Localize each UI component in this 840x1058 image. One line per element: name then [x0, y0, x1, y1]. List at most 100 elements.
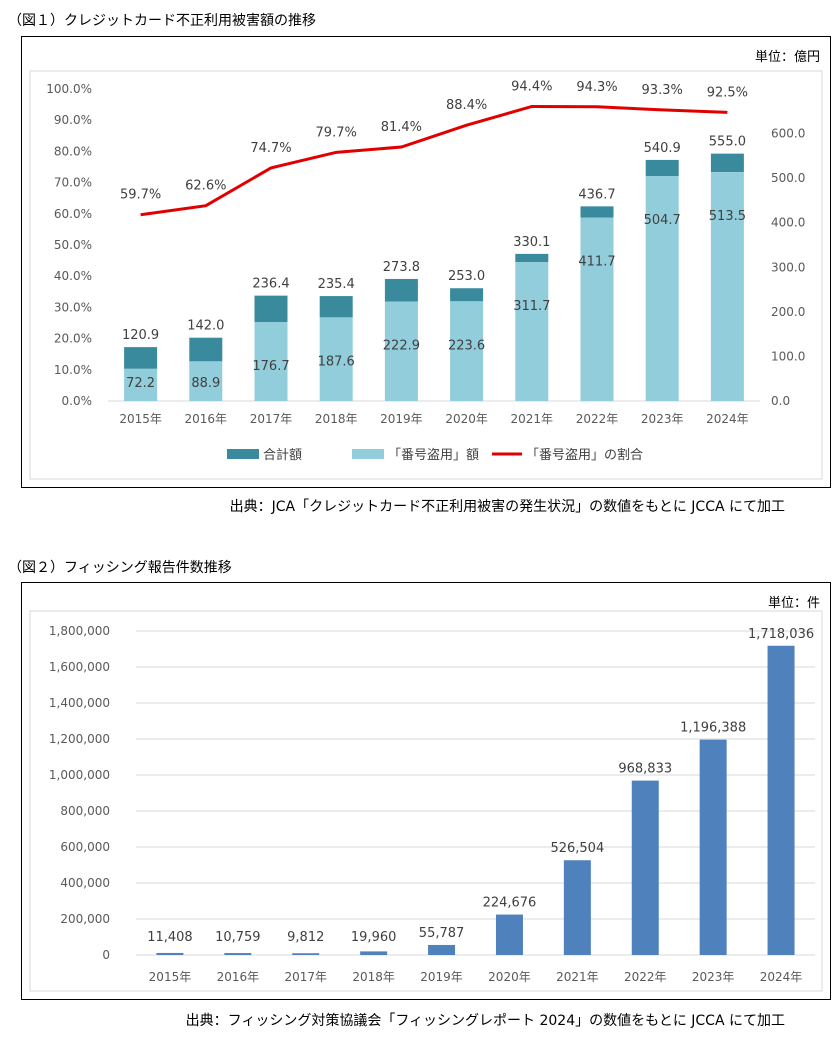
x-axis-tick: 2020年	[445, 412, 488, 426]
total-bar	[384, 278, 418, 302]
report-value-label: 968,833	[618, 762, 672, 777]
total-bar	[124, 347, 158, 369]
left-axis-tick: 90.0%	[54, 113, 92, 127]
report-bar	[495, 914, 523, 955]
x-axis-tick: 2021年	[511, 412, 554, 426]
total-bar	[319, 296, 353, 318]
theft-value-label: 504.7	[644, 213, 681, 228]
theft-value-label: 223.6	[448, 338, 485, 353]
left-axis-tick: 30.0%	[54, 300, 92, 314]
figure1-frame: 単位：億円 0.0% 10.0% 20.0% 30.0% 40.0% 50.0% 60.0%…	[21, 36, 831, 488]
theft-bar	[319, 317, 353, 401]
ratio-value-label: 74.7%	[250, 141, 291, 156]
x-axis-tick: 2019年	[420, 970, 463, 984]
legend-label-total: 合計額	[263, 447, 302, 463]
theft-bar	[580, 217, 614, 401]
theft-bar	[710, 172, 744, 401]
theft-value-label: 513.5	[709, 209, 746, 224]
right-axis-tick: 100.0	[771, 349, 805, 363]
right-axis-tick: 400.0	[771, 216, 805, 230]
left-axis-tick: 60.0%	[54, 207, 92, 221]
report-bar	[631, 780, 659, 955]
total-value-label: 555.0	[709, 135, 746, 150]
ratio-value-label: 81.4%	[381, 120, 422, 135]
total-value-label: 142.0	[187, 319, 224, 334]
ratio-value-label: 93.3%	[642, 83, 683, 98]
report-value-label: 1,196,388	[680, 721, 746, 736]
total-bar	[645, 159, 679, 177]
total-value-label: 120.9	[122, 328, 159, 343]
y-axis-tick: 400,000	[60, 876, 110, 890]
figure1-unit-label: 単位：億円	[754, 50, 820, 65]
y-axis-tick: 200,000	[60, 912, 110, 926]
left-axis-tick: 80.0%	[54, 144, 92, 158]
x-axis-tick: 2017年	[284, 970, 327, 984]
x-axis-tick: 2020年	[488, 970, 531, 984]
report-bar	[292, 953, 320, 955]
theft-value-label: 187.6	[318, 354, 355, 369]
ratio-line	[140, 104, 728, 217]
phishing-reports-chart: 0 200,000 400,000 600,000 800,000 1,000,000 1,…	[29, 610, 823, 992]
ratio-value-label: 92.5%	[707, 85, 748, 100]
legend-swatch-theft	[352, 449, 384, 459]
ratio-value-label: 79.7%	[316, 125, 357, 140]
right-axis-tick: 200.0	[771, 305, 805, 319]
legend-swatch-total	[227, 449, 259, 459]
theft-value-label: 88.9	[191, 376, 220, 391]
total-bar	[254, 295, 288, 323]
x-axis-tick: 2022年	[624, 970, 667, 984]
total-bar	[710, 153, 744, 173]
x-axis-tick: 2019年	[380, 412, 423, 426]
total-bar	[450, 288, 484, 302]
total-bar	[515, 253, 549, 263]
x-axis-tick: 2018年	[315, 412, 358, 426]
figure2-frame: 単位：件 0 200,000 400,000 600,000 800,000 1,000,…	[21, 582, 831, 1000]
y-axis-tick: 1,800,000	[49, 624, 110, 638]
total-value-label: 236.4	[252, 277, 289, 292]
total-bar	[189, 337, 223, 362]
y-axis-tick: 1,200,000	[49, 732, 110, 746]
left-axis-tick: 0.0%	[62, 394, 93, 408]
report-bar	[767, 645, 795, 955]
left-axis-tick: 70.0%	[54, 176, 92, 190]
total-value-label: 273.8	[383, 260, 420, 275]
ratio-value-label: 94.3%	[576, 80, 617, 95]
y-axis-tick: 1,600,000	[49, 660, 110, 674]
report-value-label: 526,504	[550, 841, 604, 856]
theft-bar	[254, 322, 288, 401]
plot-area	[29, 70, 823, 480]
report-value-label: 9,812	[287, 930, 324, 945]
x-axis-tick: 2024年	[706, 412, 749, 426]
theft-value-label: 411.7	[578, 254, 615, 269]
ratio-value-label: 59.7%	[120, 188, 161, 203]
theft-value-label: 176.7	[252, 359, 289, 374]
y-axis-tick: 1,400,000	[49, 696, 110, 710]
report-value-label: 10,759	[215, 930, 261, 945]
report-value-label: 224,676	[483, 896, 537, 911]
figure2-source: 出典：フィッシング対策協議会「フィッシングレポート 2024」の数値をもとに J…	[185, 1013, 785, 1029]
y-axis-tick: 1,000,000	[49, 768, 110, 782]
x-axis-tick: 2022年	[576, 412, 619, 426]
report-bar	[156, 952, 184, 955]
report-bar	[699, 739, 727, 955]
theft-value-label: 222.9	[383, 339, 420, 354]
theft-bar	[645, 176, 679, 401]
fraud-damage-chart: 0.0% 10.0% 20.0% 30.0% 40.0% 50.0% 60.0% 70.0% 8…	[29, 70, 823, 480]
x-axis-tick: 2018年	[352, 970, 395, 984]
theft-bar	[124, 368, 158, 401]
theft-bar	[515, 262, 549, 401]
figure1-source: 出典：JCA「クレジットカード不正利用被害の発生状況」の数値をもとに JCCA …	[229, 499, 785, 515]
figure2-unit-label: 単位：件	[767, 596, 820, 611]
y-axis-tick: 0	[102, 948, 110, 962]
total-value-label: 330.1	[513, 235, 550, 250]
right-axis-tick: 600.0	[771, 127, 805, 141]
x-axis-tick: 2024年	[760, 970, 803, 984]
x-axis-tick: 2015年	[149, 970, 192, 984]
legend-label-theft: 「番号盗用」額	[388, 447, 479, 463]
figure2-caption: （図２）フィッシング報告件数推移	[8, 560, 232, 576]
report-value-label: 11,408	[147, 930, 193, 945]
left-axis-tick: 100.0%	[46, 82, 92, 96]
total-value-label: 540.9	[644, 141, 681, 156]
y-axis-tick: 600,000	[60, 840, 110, 854]
report-value-label: 55,787	[419, 926, 465, 941]
